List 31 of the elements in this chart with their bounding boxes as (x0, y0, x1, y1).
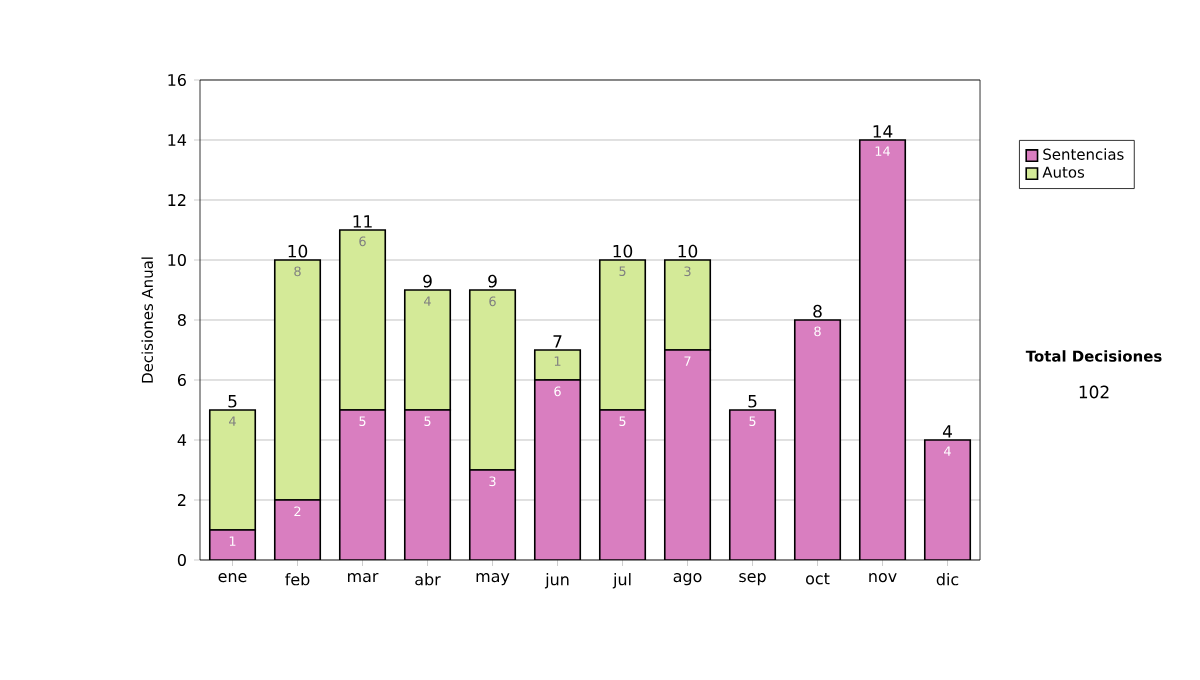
total-label: 5 (228, 395, 237, 408)
total-label: 4 (942, 425, 952, 438)
bar (403, 289, 452, 411)
total-label: 10 (613, 244, 633, 258)
bar (338, 229, 387, 411)
bar (794, 320, 841, 560)
bar (534, 380, 581, 560)
bar (663, 259, 712, 351)
total-label: 7 (553, 335, 562, 348)
bar (599, 410, 646, 560)
text: 102 (1079, 385, 1109, 399)
bar (598, 259, 647, 411)
total-label: 5 (748, 395, 757, 408)
total-label: 10 (288, 244, 308, 258)
bar (923, 439, 972, 560)
total-label: 11 (353, 215, 372, 228)
total-label: 9 (423, 274, 432, 288)
total-label: 14 (873, 125, 893, 138)
total-label: 10 (678, 244, 698, 258)
bar (729, 410, 776, 560)
bar (339, 410, 386, 560)
bar (274, 500, 321, 560)
bar (468, 289, 517, 471)
bar (664, 350, 711, 560)
bar (273, 259, 322, 501)
total-label: 9 (488, 274, 497, 288)
total-label: 8 (813, 304, 822, 318)
bar (533, 349, 582, 381)
bar (404, 410, 451, 560)
bar (469, 470, 516, 560)
bar (859, 139, 906, 560)
